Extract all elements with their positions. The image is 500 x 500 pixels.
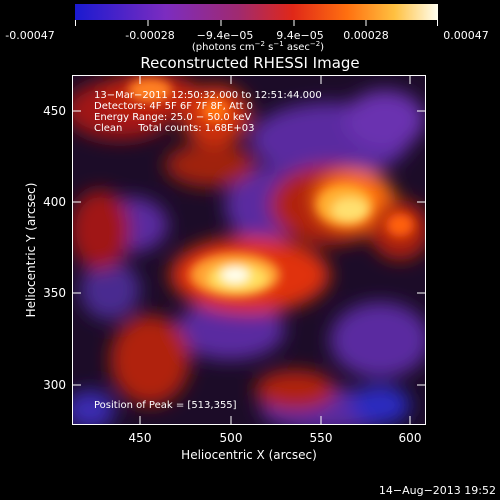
axis-ticks xyxy=(73,76,425,424)
y-tick-label: 450 xyxy=(43,104,66,118)
colorbar-units: (photons cm−2 s−1 asec−2) xyxy=(192,40,324,53)
info-method-counts: Clean Total counts: 1.68E+03 xyxy=(94,123,254,134)
y-tick-label: 350 xyxy=(43,286,66,300)
x-tick-label: 450 xyxy=(129,431,152,445)
plot-title: Reconstructed RHESSI Image xyxy=(140,54,359,72)
plot-frame xyxy=(72,75,426,425)
colorbar-gradient xyxy=(75,4,438,20)
colorbar-ticks xyxy=(75,20,438,26)
colorbar-tick-label: 9.4e−05 xyxy=(276,29,323,42)
colorbar-tick-label: -0.00047 xyxy=(5,29,54,42)
footer-timestamp: 14−Aug−2013 19:52 xyxy=(379,484,496,497)
colorbar: -0.00047 -0.00028 −9.4e−05 9.4e−05 0.000… xyxy=(5,4,489,53)
colorbar-tick-label: −9.4e−05 xyxy=(197,29,254,42)
colorbar-tick-label: 0.00028 xyxy=(343,29,389,42)
info-energy-range: Energy Range: 25.0 − 50.0 keV xyxy=(94,112,251,123)
x-tick-label: 550 xyxy=(310,431,333,445)
info-time-range: 13−Mar−2011 12:50:32.000 to 12:51:44.000 xyxy=(94,90,322,101)
x-tick-label: 600 xyxy=(399,431,422,445)
y-tick-label: 300 xyxy=(43,378,66,392)
y-axis-label: Heliocentric Y (arcsec) xyxy=(24,183,38,318)
x-axis-label: Heliocentric X (arcsec) xyxy=(181,448,317,462)
colorbar-tick-label: -0.00028 xyxy=(125,29,174,42)
rhessi-image xyxy=(72,75,426,425)
observation-info: 13−Mar−2011 12:50:32.000 to 12:51:44.000… xyxy=(94,90,322,134)
info-detectors: Detectors: 4F 5F 6F 7F 8F, Att 0 xyxy=(94,101,253,112)
peak-position-label: Position of Peak = [513,355] xyxy=(94,400,237,411)
colorbar-tick-label: 0.00047 xyxy=(443,29,489,42)
y-tick-label: 400 xyxy=(43,195,66,209)
x-tick-label: 500 xyxy=(220,431,243,445)
